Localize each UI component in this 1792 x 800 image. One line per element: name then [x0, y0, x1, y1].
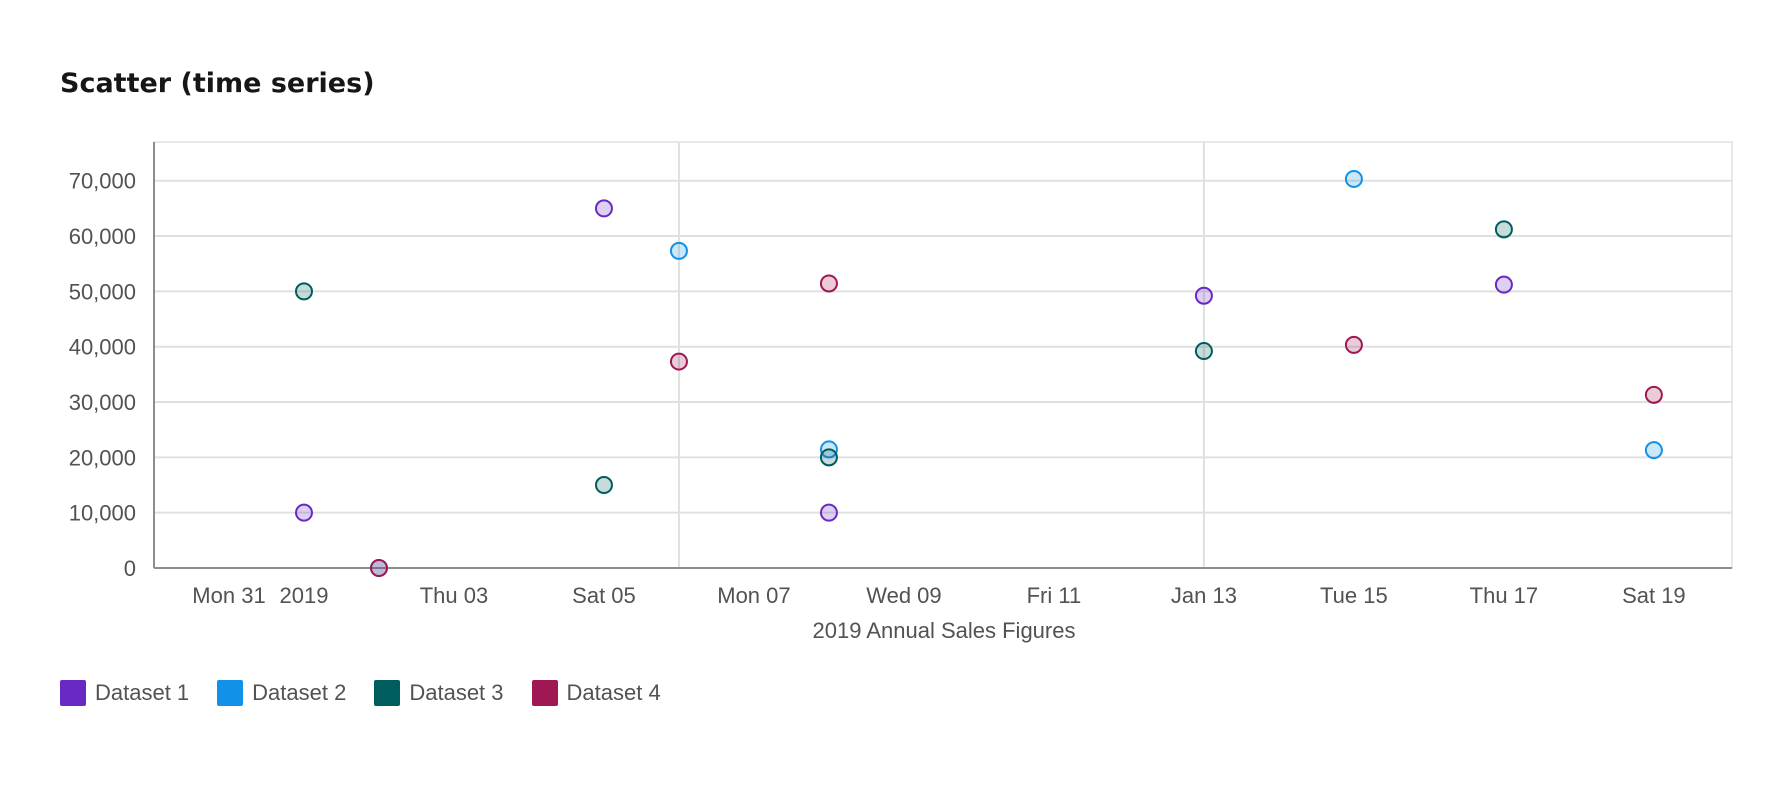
legend-label: Dataset 1 — [95, 680, 190, 705]
y-tick-label: 10,000 — [69, 501, 136, 526]
grid — [153, 141, 1733, 569]
scatter-point[interactable] — [1494, 275, 1513, 294]
legend-item[interactable]: Dataset 1 — [60, 680, 189, 706]
scatter-point[interactable] — [1644, 441, 1663, 460]
series-2 — [369, 169, 1663, 577]
series-4 — [369, 274, 1663, 577]
scatter-point[interactable] — [1344, 335, 1363, 354]
x-tick-label: Mon 07 — [717, 583, 790, 608]
x-tick-label: Mon 31 — [192, 583, 265, 608]
legend-item[interactable]: Dataset 4 — [531, 680, 661, 706]
x-tick-label: Fri 11 — [1027, 583, 1082, 608]
legend-swatch — [531, 680, 558, 706]
y-tick-label: 70,000 — [69, 169, 136, 194]
x-axis-title: 2019 Annual Sales Figures — [813, 618, 1076, 643]
scatter-point[interactable] — [594, 476, 613, 495]
legend-item[interactable]: Dataset 2 — [217, 680, 346, 706]
legend-swatch — [60, 680, 86, 706]
chart-title: Scatter (time series) — [60, 68, 375, 99]
x-tick-label: Tue 15 — [1320, 583, 1388, 608]
x-tick-label: Wed 09 — [866, 583, 941, 608]
axes — [153, 142, 1732, 569]
x-tick-label: Thu 03 — [420, 583, 489, 608]
legend-label: Dataset 2 — [252, 680, 347, 705]
scatter-point[interactable] — [594, 199, 613, 218]
scatter-point[interactable] — [294, 282, 313, 301]
y-tick-label: 20,000 — [69, 445, 136, 470]
scatter-point[interactable] — [819, 503, 838, 522]
series-3 — [294, 220, 1513, 495]
x-tick-label: Thu 17 — [1470, 583, 1539, 608]
scatter-point[interactable] — [1344, 169, 1363, 188]
x-tick-label: Jan 13 — [1171, 583, 1237, 608]
legend-label: Dataset 3 — [409, 680, 504, 705]
data-points — [294, 169, 1663, 577]
x-tick-label: Sat 05 — [572, 583, 636, 608]
legend: Dataset 1 Dataset 2 Dataset 3 Dataset 4 — [60, 680, 661, 706]
series-1 — [294, 199, 1513, 522]
scatter-point[interactable] — [369, 559, 388, 577]
legend-label: Dataset 4 — [566, 680, 661, 705]
scatter-point[interactable] — [819, 448, 838, 467]
scatter-point[interactable] — [1194, 342, 1213, 361]
legend-item[interactable]: Dataset 3 — [374, 680, 504, 706]
y-tick-label: 30,000 — [69, 390, 136, 415]
x-tick-label: Sat 19 — [1622, 583, 1686, 608]
y-tick-label: 40,000 — [69, 335, 136, 360]
scatter-point[interactable] — [294, 503, 313, 522]
legend-swatch — [217, 680, 244, 706]
scatter-point[interactable] — [669, 352, 688, 371]
scatter-point[interactable] — [819, 274, 838, 293]
x-axis-ticks: Mon 31 2019 Thu 03 Sat 05 Mon 07 Wed 09 Fri 11… — [192, 583, 1685, 608]
y-tick-label: 60,000 — [69, 224, 136, 249]
scatter-point[interactable] — [1194, 286, 1213, 305]
scatter-point[interactable] — [1644, 385, 1663, 404]
plot-frame — [153, 141, 1733, 569]
y-axis-ticks: 0 10,000 20,000 30,000 40,000 50,000 60,000 70,… — [69, 169, 136, 581]
scatter-point[interactable] — [1494, 220, 1513, 239]
legend-swatch — [374, 680, 401, 706]
x-tick-label: 2019 — [280, 583, 329, 608]
scatter-point[interactable] — [669, 241, 688, 260]
y-tick-label: 50,000 — [69, 279, 136, 304]
y-tick-label: 0 — [124, 556, 136, 581]
